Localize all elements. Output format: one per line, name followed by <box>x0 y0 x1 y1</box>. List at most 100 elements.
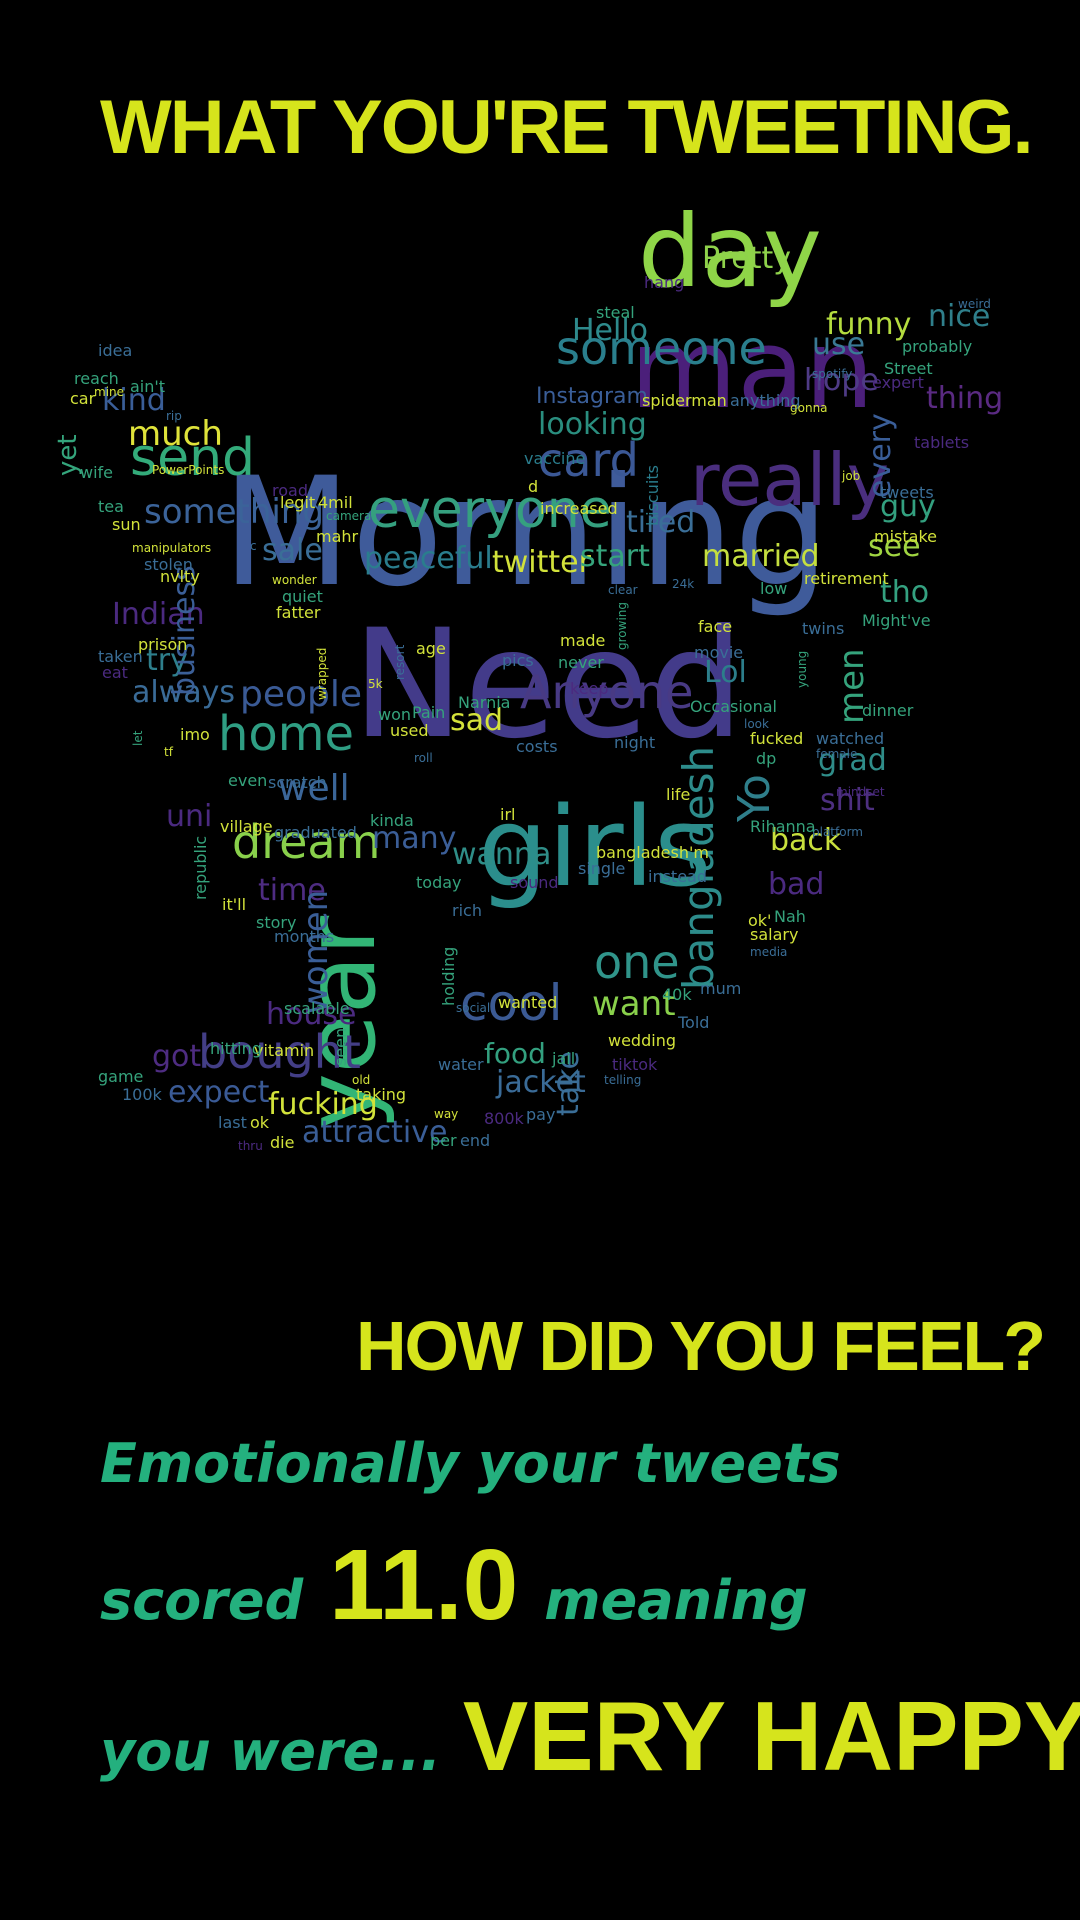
word-cloud-word: Need <box>352 598 744 772</box>
word-cloud-word: use <box>812 327 866 362</box>
word-cloud-word: costs <box>516 737 558 757</box>
word-cloud-word: holding <box>439 946 459 1006</box>
word-cloud-word: female <box>816 747 858 762</box>
word-cloud-word: Street <box>884 359 933 379</box>
word-cloud-word: Lol <box>704 655 747 690</box>
word-cloud-word: funny <box>826 307 912 342</box>
word-cloud-word: much <box>128 413 223 454</box>
scored-label: scored <box>100 1569 304 1632</box>
word-cloud-word: imo <box>180 725 210 745</box>
word-cloud-word: eat <box>102 663 128 683</box>
word-cloud-word: story <box>256 913 297 933</box>
word-cloud-word: uni <box>166 799 213 834</box>
word-cloud-word: retirement <box>804 569 889 589</box>
word-cloud-word: legit <box>280 493 316 513</box>
word-cloud-word: mum <box>700 979 742 999</box>
word-cloud-word: irl <box>500 805 516 825</box>
word-cloud-word: shit <box>820 783 875 818</box>
word-cloud-word: idea <box>98 341 133 361</box>
word-cloud-word: won <box>378 705 412 725</box>
word-cloud-word: thru <box>238 1139 263 1154</box>
word-cloud-word: bad <box>768 867 825 902</box>
word-cloud-word: clear <box>608 583 638 598</box>
word-cloud-word: jail <box>552 1049 576 1069</box>
emotion-intro-text: Emotionally your tweets <box>100 1432 841 1495</box>
word-cloud-word: biscuits <box>643 465 663 526</box>
word-cloud-word: wanted <box>498 993 558 1013</box>
word-cloud-word: prison <box>138 635 188 655</box>
word-cloud-word: back <box>770 823 842 858</box>
word-cloud-word: spiderman <box>642 391 727 411</box>
word-cloud-word: low <box>760 579 788 599</box>
word-cloud-word: today <box>416 873 462 893</box>
word-cloud-word: want <box>592 983 676 1024</box>
emotion-line-1: Emotionally your tweets <box>100 1432 841 1495</box>
word-cloud-word: food <box>484 1036 546 1070</box>
word-cloud-word: Indian <box>112 597 205 632</box>
word-cloud-word: mahr <box>316 527 359 547</box>
word-cloud-word: face <box>698 617 733 637</box>
word-cloud-word: Might've <box>862 611 931 631</box>
word-cloud-word: wedding <box>608 1031 676 1051</box>
word-cloud-word: bangladesh'm <box>596 843 709 863</box>
word-cloud-word: home <box>218 705 355 762</box>
word-cloud-word: Pretty <box>702 241 791 276</box>
emotion-score: 11.0 <box>329 1529 519 1641</box>
word-cloud-word: dream <box>232 815 381 870</box>
word-cloud-word: growing <box>615 602 630 650</box>
word-cloud-word: pics <box>502 651 534 671</box>
word-cloud-word: wife <box>80 463 114 483</box>
word-cloud-word: looking <box>538 407 647 442</box>
word-cloud-word: well <box>278 768 350 810</box>
word-cloud-word: spotify <box>812 367 853 382</box>
word-cloud-word: job <box>842 469 861 484</box>
word-cloud-word: kind <box>102 383 166 418</box>
word-cloud-word: probably <box>902 337 973 357</box>
word-cloud-word: keep <box>570 679 609 699</box>
you-were-label: you were... <box>100 1720 441 1783</box>
word-cloud-word: roll <box>414 751 433 766</box>
word-cloud-word: life <box>666 785 691 805</box>
word-cloud-word: water <box>438 1055 484 1075</box>
word-cloud-word: PowerPoints <box>152 463 225 478</box>
word-cloud-word: expect <box>168 1075 270 1110</box>
word-cloud-word: scalable <box>284 999 350 1019</box>
word-cloud-word: quiet <box>282 587 323 607</box>
word-cloud-word: send <box>130 428 256 489</box>
word-cloud-word: someone <box>556 321 767 376</box>
word-cloud-word: single <box>578 859 626 879</box>
word-cloud-word: start <box>580 539 650 574</box>
word-cloud-word: sound <box>510 873 559 893</box>
word-cloud-word: end <box>460 1131 491 1151</box>
word-cloud-word: way <box>434 1107 459 1122</box>
word-cloud-word: young <box>795 650 810 688</box>
word-cloud-word: man <box>630 305 875 433</box>
word-cloud-word: women <box>295 889 336 1014</box>
word-cloud-word: d <box>528 477 539 497</box>
word-cloud-word: republic <box>191 835 211 900</box>
word-cloud-word: vaccine <box>524 449 586 469</box>
word-cloud-word: really <box>690 438 890 523</box>
word-cloud-word: Narnia <box>458 693 511 713</box>
word-cloud-word: media <box>750 945 788 960</box>
word-cloud-word: fucked <box>750 729 804 749</box>
word-cloud-word: ain't <box>130 377 166 397</box>
word-cloud-word: got <box>152 1039 202 1074</box>
word-cloud-word: even <box>228 771 268 791</box>
word-cloud-word: Hello <box>572 313 649 348</box>
word-cloud-word: die <box>270 1133 295 1153</box>
word-cloud-word: sun <box>112 515 141 535</box>
word-cloud-word: see <box>868 529 921 564</box>
word-cloud-word: Yo <box>728 774 780 822</box>
word-cloud-word: salary <box>750 925 799 945</box>
word-cloud-word: car <box>70 389 96 409</box>
word-cloud-word: Morning <box>222 446 830 620</box>
word-cloud-word: mine <box>94 385 125 400</box>
word-cloud-word: tweets <box>880 483 934 503</box>
word-cloud-word: girls <box>478 783 712 911</box>
word-cloud-word: gonna <box>790 401 828 416</box>
word-cloud-word: day <box>638 193 822 310</box>
word-cloud-word: Rihanna <box>750 817 816 837</box>
word-cloud-word: Nah <box>774 907 806 927</box>
word-cloud-word: cool <box>460 974 563 1032</box>
